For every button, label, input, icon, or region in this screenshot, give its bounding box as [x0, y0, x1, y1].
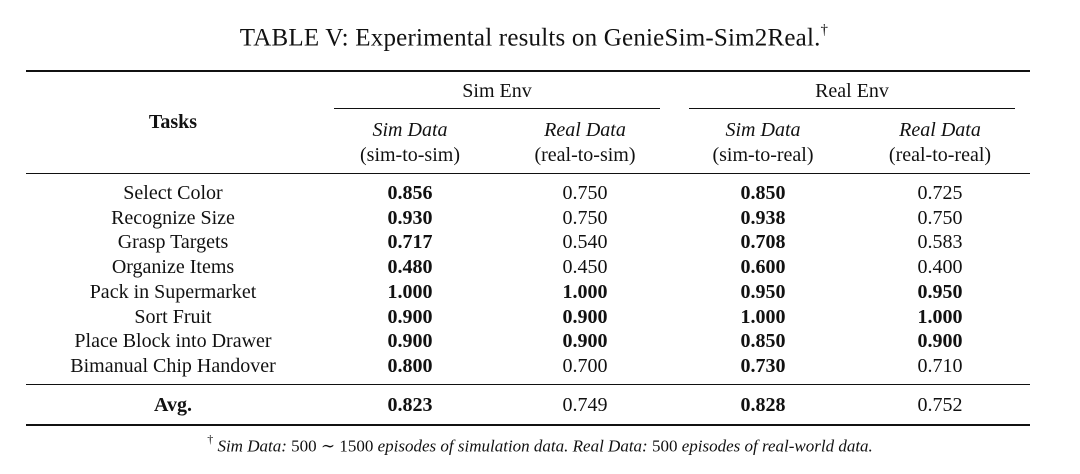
table-cell: 1.000	[387, 280, 433, 303]
table-cell: 0.938	[740, 206, 786, 229]
table-cell: 0.583	[917, 231, 963, 254]
table-cell: 0.900	[562, 305, 608, 328]
table-cell: 0.400	[917, 256, 963, 279]
column-header-3: Sim Data	[725, 119, 801, 141]
table-cell: 0.710	[917, 354, 963, 377]
column-header-1: Sim Data	[372, 119, 448, 141]
column-header-4: Real Data	[899, 119, 981, 141]
table-cell: 0.480	[387, 256, 433, 279]
column-header-2: Real Data	[544, 119, 626, 141]
task-name: Pack in Supermarket	[89, 280, 257, 303]
column-subheader-1: (sim-to-sim)	[360, 144, 460, 166]
table-cell: 0.750	[562, 206, 608, 229]
task-name: Select Color	[123, 182, 223, 204]
table-cell: 0.900	[387, 330, 433, 353]
table-cell: 0.900	[562, 330, 608, 353]
footnote-sim-desc: episodes of simulation data.	[377, 436, 569, 456]
footnote-real-label: Real Data:	[572, 436, 648, 456]
caption-title: TABLE V: Experimental results on GenieSi…	[239, 24, 821, 52]
column-subheader-2: (real-to-sim)	[534, 144, 636, 166]
avg-cell: 0.752	[917, 394, 963, 416]
caption-dagger: †	[820, 22, 829, 38]
task-name: Sort Fruit	[134, 305, 212, 328]
bottom-rule	[26, 424, 1030, 426]
footnote-sim-range: 500 ∼ 1500	[286, 436, 378, 456]
avg-separator-rule	[26, 384, 1030, 385]
table-cell: 0.850	[740, 330, 786, 353]
table-caption: TABLE V: Experimental results on GenieSi…	[0, 16, 1068, 54]
footnote-real-desc: episodes of real-world data.	[681, 436, 873, 456]
task-name: Grasp Targets	[117, 231, 229, 254]
table-cell: 0.930	[387, 206, 433, 229]
table-cell: 0.800	[387, 354, 433, 377]
table-cell: 0.708	[740, 231, 786, 254]
task-name: Bimanual Chip Handover	[70, 354, 276, 377]
column-subheader-3: (sim-to-real)	[712, 144, 814, 166]
group-rule-real	[689, 108, 1015, 109]
table-cell: 0.540	[562, 231, 608, 254]
table-cell: 0.950	[917, 280, 963, 303]
table-cell: 1.000	[740, 305, 786, 328]
task-name: Organize Items	[111, 256, 235, 279]
table-cell: 0.750	[917, 206, 963, 229]
table-cell: 0.950	[740, 280, 786, 303]
tasks-header: Tasks	[148, 111, 198, 133]
table-cell: 0.700	[562, 354, 608, 377]
task-name: Recognize Size	[111, 206, 235, 229]
column-subheader-4: (real-to-real)	[888, 144, 992, 166]
footnote-dagger: †	[207, 432, 214, 446]
table-cell: 0.900	[387, 305, 433, 328]
avg-label: Avg.	[154, 394, 192, 416]
table-cell: 0.450	[562, 256, 608, 279]
table-cell: 0.725	[917, 182, 963, 204]
table-cell: 1.000	[562, 280, 608, 303]
footnote-sim-label: Sim Data:	[217, 436, 287, 456]
table-cell: 0.750	[562, 182, 608, 204]
group-rule-sim	[334, 108, 660, 109]
table-cell: 0.717	[387, 231, 433, 254]
avg-cell: 0.828	[740, 394, 786, 416]
table-footnote: † Sim Data: 500 ∼ 1500 episodes of simul…	[0, 430, 1080, 458]
footnote-real-count: 500	[647, 436, 682, 456]
table-cell: 0.856	[387, 182, 433, 204]
table-cell: 0.900	[917, 330, 963, 353]
table-cell: 0.850	[740, 182, 786, 204]
task-name: Place Block into Drawer	[74, 330, 272, 353]
group-header-sim: Sim Env	[462, 80, 532, 102]
avg-cell: 0.823	[387, 394, 433, 416]
table-cell: 0.730	[740, 354, 786, 377]
top-rule	[26, 70, 1030, 72]
table-cell: 1.000	[917, 305, 963, 328]
group-header-real: Real Env	[815, 80, 889, 102]
avg-cell: 0.749	[562, 394, 608, 416]
table-cell: 0.600	[740, 256, 786, 279]
header-bottom-rule	[26, 173, 1030, 174]
